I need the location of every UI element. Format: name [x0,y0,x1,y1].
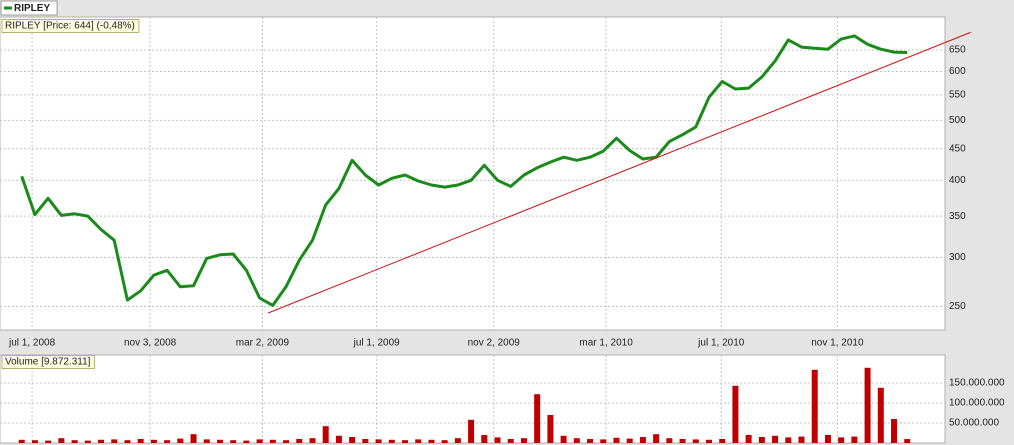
y-tick-label: 500 [949,115,966,126]
volume-bar [719,439,726,443]
volume-bar [375,439,382,443]
y-tick-label: 300 [949,252,966,263]
volume-bar [428,439,435,443]
volume-bar [666,438,673,443]
volume-bar [137,439,144,443]
volume-bar [732,385,739,443]
y-tick-label: 450 [949,143,966,154]
volume-bar [230,440,237,443]
trend-line [267,31,971,314]
volume-bar [494,437,501,443]
y-tick-label: 50.000.000 [949,418,999,429]
volume-bar [388,439,395,443]
volume-bar [798,436,805,443]
volume-bar [31,440,38,443]
legend-box [0,0,58,16]
volume-bar [164,440,171,443]
volume-bar [45,440,52,443]
price-panel [0,16,946,331]
volume-bar [838,437,845,443]
volume-bar [811,369,818,443]
volume-bar [785,437,792,443]
x-tick-label: mar 1, 2010 [579,338,633,349]
volume-bar [705,439,712,443]
volume-bar [891,419,898,443]
volume-bar [216,439,223,443]
x-tick-label: nov 3, 2008 [124,338,177,349]
volume-bar [520,438,527,443]
volume-bar [864,367,871,443]
y-tick-label: 150.000.000 [949,378,1005,389]
volume-bar [600,439,607,443]
y-tick-label: 400 [949,175,966,186]
volume-bar [560,435,567,443]
volume-bar [534,394,541,443]
x-tick-label: jul 1, 2009 [353,338,401,349]
y-tick-label: 250 [949,301,966,312]
volume-bar [296,439,303,443]
x-tick-label: nov 2, 2009 [468,338,521,349]
volume-bar [150,439,157,443]
volume-bar [626,438,633,443]
volume-bar [124,440,131,443]
volume-bar [309,438,316,443]
volume-bar [415,439,422,443]
volume-bar [18,439,25,443]
x-tick-label: jul 1, 2010 [697,338,745,349]
volume-bar [58,438,65,443]
volume-bar [454,438,461,443]
panel-label: Volume [9.872.311] [5,357,91,368]
volume-bar [468,419,475,443]
volume-bar [243,440,250,443]
volume-bar [322,426,329,443]
volume-bar [692,439,699,443]
panel-label-box [1,19,140,33]
volume-bar [851,436,858,443]
volume-bar [190,434,197,443]
volume-bar [613,437,620,443]
volume-bar [877,387,884,443]
panel-label-box [1,355,95,369]
y-tick-label: 100.000.000 [949,398,1005,409]
volume-bar [256,439,263,443]
volume-bar [904,439,911,443]
legend-label: RIPLEY [14,3,50,14]
volume-bar [679,439,686,443]
volume-bar [84,440,91,443]
volume-bar [573,438,580,443]
volume-bar [758,437,765,443]
volume-bar [481,435,488,443]
x-tick-label: nov 1, 2010 [811,338,864,349]
volume-bar [349,437,356,443]
x-tick-label: jul 1, 2008 [8,338,56,349]
volume-bar [745,435,752,443]
volume-bar [98,439,105,443]
volume-bar [824,435,831,443]
y-tick-label: 550 [949,89,966,100]
volume-bar [507,439,514,443]
volume-bar [111,439,118,443]
panel-label: RIPLEY [Price: 644] (-0,48%) [5,21,135,32]
volume-bar [203,439,210,443]
volume-bar [547,415,554,443]
volume-bar [269,439,276,443]
volume-bar [177,438,184,443]
volume-bar [653,434,660,443]
price-line [20,34,908,307]
volume-bar [71,440,78,443]
x-tick-label: mar 2, 2009 [236,338,290,349]
y-tick-label: 650 [949,45,966,56]
volume-bar [283,440,290,443]
volume-bar [772,435,779,443]
volume-bar [335,435,342,443]
volume-bar [402,440,408,443]
volume-bar [587,439,594,443]
volume-bar [639,437,646,443]
volume-bar [362,439,369,443]
volume-bar [441,440,448,443]
y-tick-label: 350 [949,211,966,222]
y-tick-label: 600 [949,66,966,77]
